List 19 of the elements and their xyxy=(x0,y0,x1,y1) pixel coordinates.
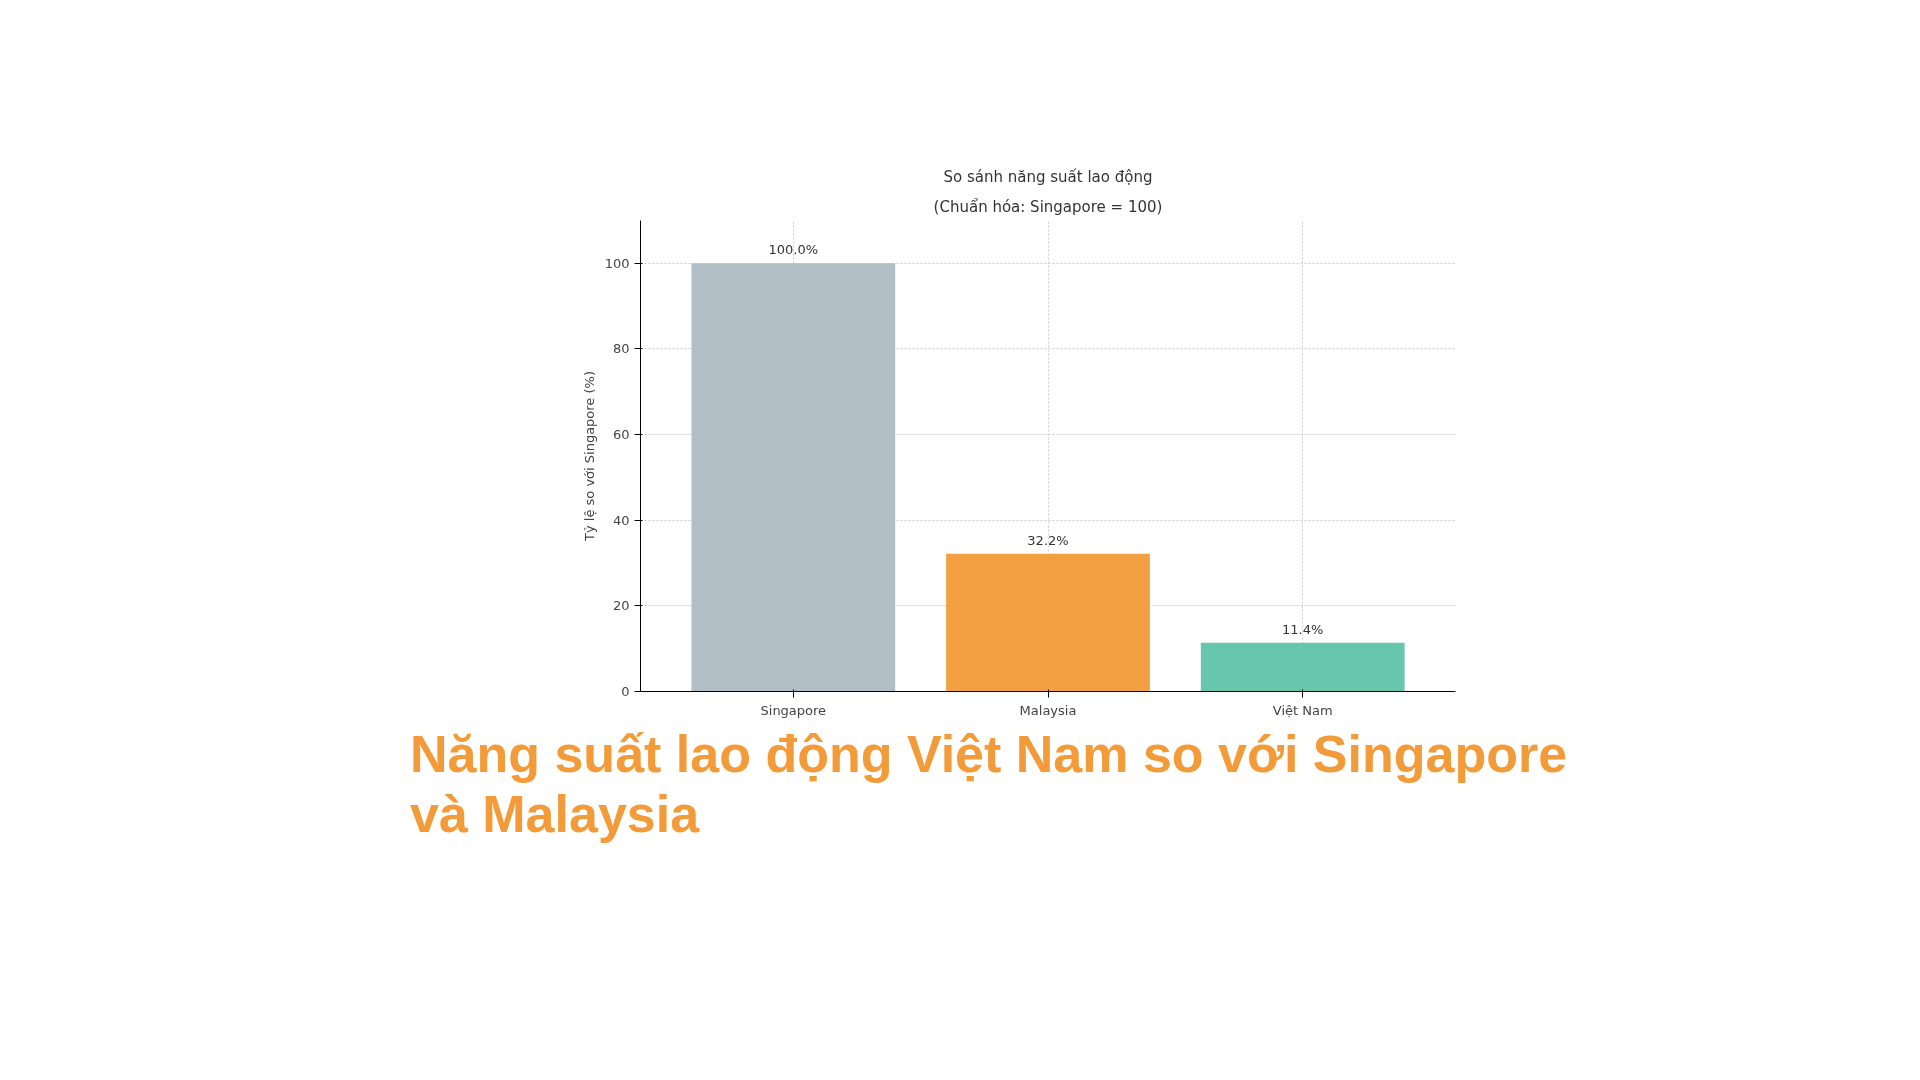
x-tick-label: Việt Nam xyxy=(1272,702,1333,718)
y-tick-label: 100 xyxy=(604,255,630,271)
y-tick-label: 60 xyxy=(612,427,630,443)
text: Năng suất lao động Việt Nam so với Singapore và Malaysia xyxy=(410,725,1569,845)
bar xyxy=(691,263,896,692)
data-label: 11.4% xyxy=(1282,621,1324,637)
chart-subtitle: (Chuẩn hóa: Singapore = 100) xyxy=(933,197,1163,216)
x-tick-label: Singapore xyxy=(760,702,827,718)
y-tick-label: 80 xyxy=(612,341,630,357)
data-label: 32.2% xyxy=(1027,532,1069,548)
x-tick-label: Malaysia xyxy=(1019,702,1077,718)
y-tick-label: 0 xyxy=(621,684,630,699)
bar xyxy=(946,553,1150,692)
y-axis-title: Tỷ lệ so với Singapore (%) xyxy=(581,371,597,542)
data-label: 100.0% xyxy=(768,242,819,258)
y-tick-label: 20 xyxy=(612,598,630,614)
y-tick-label: 40 xyxy=(612,512,630,528)
bar xyxy=(1200,642,1405,692)
chart-title: So sánh năng suất lao động xyxy=(943,167,1153,186)
